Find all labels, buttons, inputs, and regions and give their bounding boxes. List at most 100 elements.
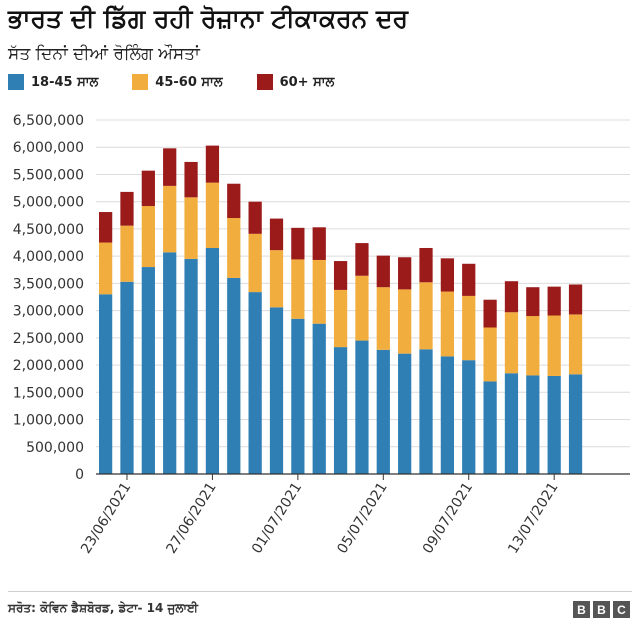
chart-subtitle: ਸੱਤ ਦਿਨਾਂ ਦੀਆਂ ਰੋਲਿੰਗ ਔਸਤਾਂ [8, 44, 200, 64]
bar-segment-45-60 [526, 316, 540, 376]
bar-segment-60-plus [483, 299, 497, 328]
bar-segment-60-plus [333, 261, 348, 290]
x-tick-label: 05/07/2021 [334, 480, 390, 557]
bar-segment-18-45 [291, 318, 305, 474]
bar-segment-45-60 [355, 275, 369, 341]
bar-segment-18-45 [376, 349, 390, 474]
bar-segment-18-45 [419, 349, 433, 474]
bar-segment-60-plus [355, 243, 369, 276]
y-tick-label: 4,000,000 [13, 249, 84, 265]
bar-segment-45-60 [376, 287, 390, 350]
bar-segment-60-plus [440, 258, 455, 292]
x-tick-label: 09/07/2021 [420, 480, 476, 557]
bbc-logo-letter: B [593, 601, 610, 618]
y-tick-label: 5,000,000 [13, 195, 84, 211]
bar-segment-45-60 [483, 327, 497, 382]
x-tick-label: 01/07/2021 [249, 480, 305, 557]
legend-label: 18-45 ਸਾਲ [31, 74, 99, 90]
bar-segment-60-plus [227, 183, 241, 219]
bar-segment-18-45 [248, 292, 262, 474]
bar-segment-18-45 [269, 307, 284, 474]
y-tick-label: 1,500,000 [13, 385, 84, 401]
x-tick-label: 23/06/2021 [78, 480, 134, 557]
bar-segment-18-45 [141, 267, 155, 474]
bar-segment-18-45 [568, 374, 583, 474]
legend-label: 45-60 ਸਾਲ [155, 74, 223, 90]
y-tick-label: 3,500,000 [13, 276, 84, 292]
bar-segment-18-45 [526, 375, 540, 474]
bar-segment-18-45 [333, 347, 348, 474]
bar-segment-60-plus [376, 255, 390, 288]
bar-segment-45-60 [312, 259, 326, 324]
legend-swatch [256, 74, 273, 90]
bar-segment-18-45 [462, 360, 476, 474]
bar-segment-45-60 [440, 291, 455, 357]
bar-segment-18-45 [227, 277, 241, 474]
bar-segment-60-plus [398, 257, 412, 290]
bar-segment-60-plus [547, 286, 561, 316]
bar-segment-45-60 [398, 289, 412, 354]
source-note: ਸਰੋਤ: ਕੋਵਿਨ ਡੈਸ਼ਬੋਰਡ, ਡੇਟਾ- 14 ਜੁਲਾਈ [8, 601, 199, 615]
legend-item-45-60: 45-60 ਸਾਲ [132, 74, 223, 90]
legend-label: 60+ ਸਾਲ [279, 74, 335, 90]
y-tick-label: 5,500,000 [13, 167, 84, 183]
bar-segment-60-plus [120, 191, 134, 226]
bar-segment-60-plus [248, 201, 262, 234]
bar-segment-60-plus [419, 247, 433, 283]
x-tick-label: 27/06/2021 [163, 480, 219, 557]
y-tick-label: 4,500,000 [13, 222, 84, 238]
bar-segment-60-plus [462, 263, 476, 296]
bar-segment-45-60 [141, 206, 155, 268]
bar-segment-45-60 [333, 289, 348, 348]
bar-segment-60-plus [526, 287, 540, 317]
bar-segment-45-60 [419, 282, 433, 350]
bar-segment-18-45 [547, 375, 561, 474]
bar-segment-45-60 [547, 315, 561, 376]
y-tick-label: 6,500,000 [13, 113, 84, 129]
bbc-logo-letter: C [613, 601, 630, 618]
y-tick-label: 1,000,000 [13, 413, 84, 429]
bar-segment-60-plus [291, 227, 305, 260]
stacked-bar-chart: 0 500,000 1,000,000 1,500,000 2,000,000 2,500… [13, 113, 630, 557]
bar-segment-45-60 [205, 182, 220, 248]
bar-segment-60-plus [205, 145, 220, 183]
y-tick-label: 500,000 [26, 440, 84, 456]
bar-segment-18-45 [312, 323, 326, 474]
legend-item-18-45: 18-45 ਸਾਲ [8, 74, 98, 90]
bar-segment-18-45 [440, 356, 455, 474]
bar-segment-60-plus [504, 281, 519, 313]
bar-segment-18-45 [504, 373, 519, 474]
bar-segment-45-60 [504, 312, 519, 374]
bar-segment-45-60 [248, 233, 262, 293]
bar-segment-18-45 [163, 252, 177, 474]
y-tick-label: 6,000,000 [13, 140, 84, 156]
bar-segment-18-45 [483, 381, 497, 474]
bar-segment-45-60 [184, 197, 198, 259]
bar-segment-45-60 [163, 185, 177, 253]
y-tick-label: 3,000,000 [13, 304, 84, 320]
bar-segment-60-plus [99, 212, 113, 243]
x-tick-label: 13/07/2021 [505, 480, 561, 557]
bar-segment-18-45 [205, 247, 220, 474]
bar-segment-60-plus [163, 148, 177, 186]
bbc-logo: B B C [570, 601, 630, 618]
bar-segment-45-60 [269, 250, 284, 308]
bar-segment-45-60 [462, 295, 476, 361]
bar-segment-60-plus [141, 170, 155, 207]
bar-segment-45-60 [227, 218, 241, 278]
bar-segment-18-45 [120, 281, 134, 474]
bar-segment-60-plus [568, 284, 583, 315]
legend-swatch [132, 74, 149, 90]
bar-segment-18-45 [398, 353, 412, 474]
bar-segment-45-60 [99, 242, 113, 295]
y-tick-label: 0 [75, 467, 84, 483]
footer-divider [8, 591, 632, 592]
chart-title: ਭਾਰਤ ਦੀ ਡਿੱਗ ਰਹੀ ਰੋਜ਼ਾਨਾ ਟੀਕਾਕਰਨ ਦਰ [8, 4, 409, 33]
legend-item-60-plus: 60+ ਸਾਲ [256, 74, 335, 90]
legend: 18-45 ਸਾਲ 45-60 ਸਾਲ 60+ ਸਾਲ [8, 74, 368, 90]
bar-segment-45-60 [291, 259, 305, 319]
bar-segment-18-45 [355, 340, 369, 474]
bar-segment-18-45 [99, 294, 113, 474]
y-tick-label: 2,500,000 [13, 331, 84, 347]
legend-swatch [8, 74, 24, 90]
